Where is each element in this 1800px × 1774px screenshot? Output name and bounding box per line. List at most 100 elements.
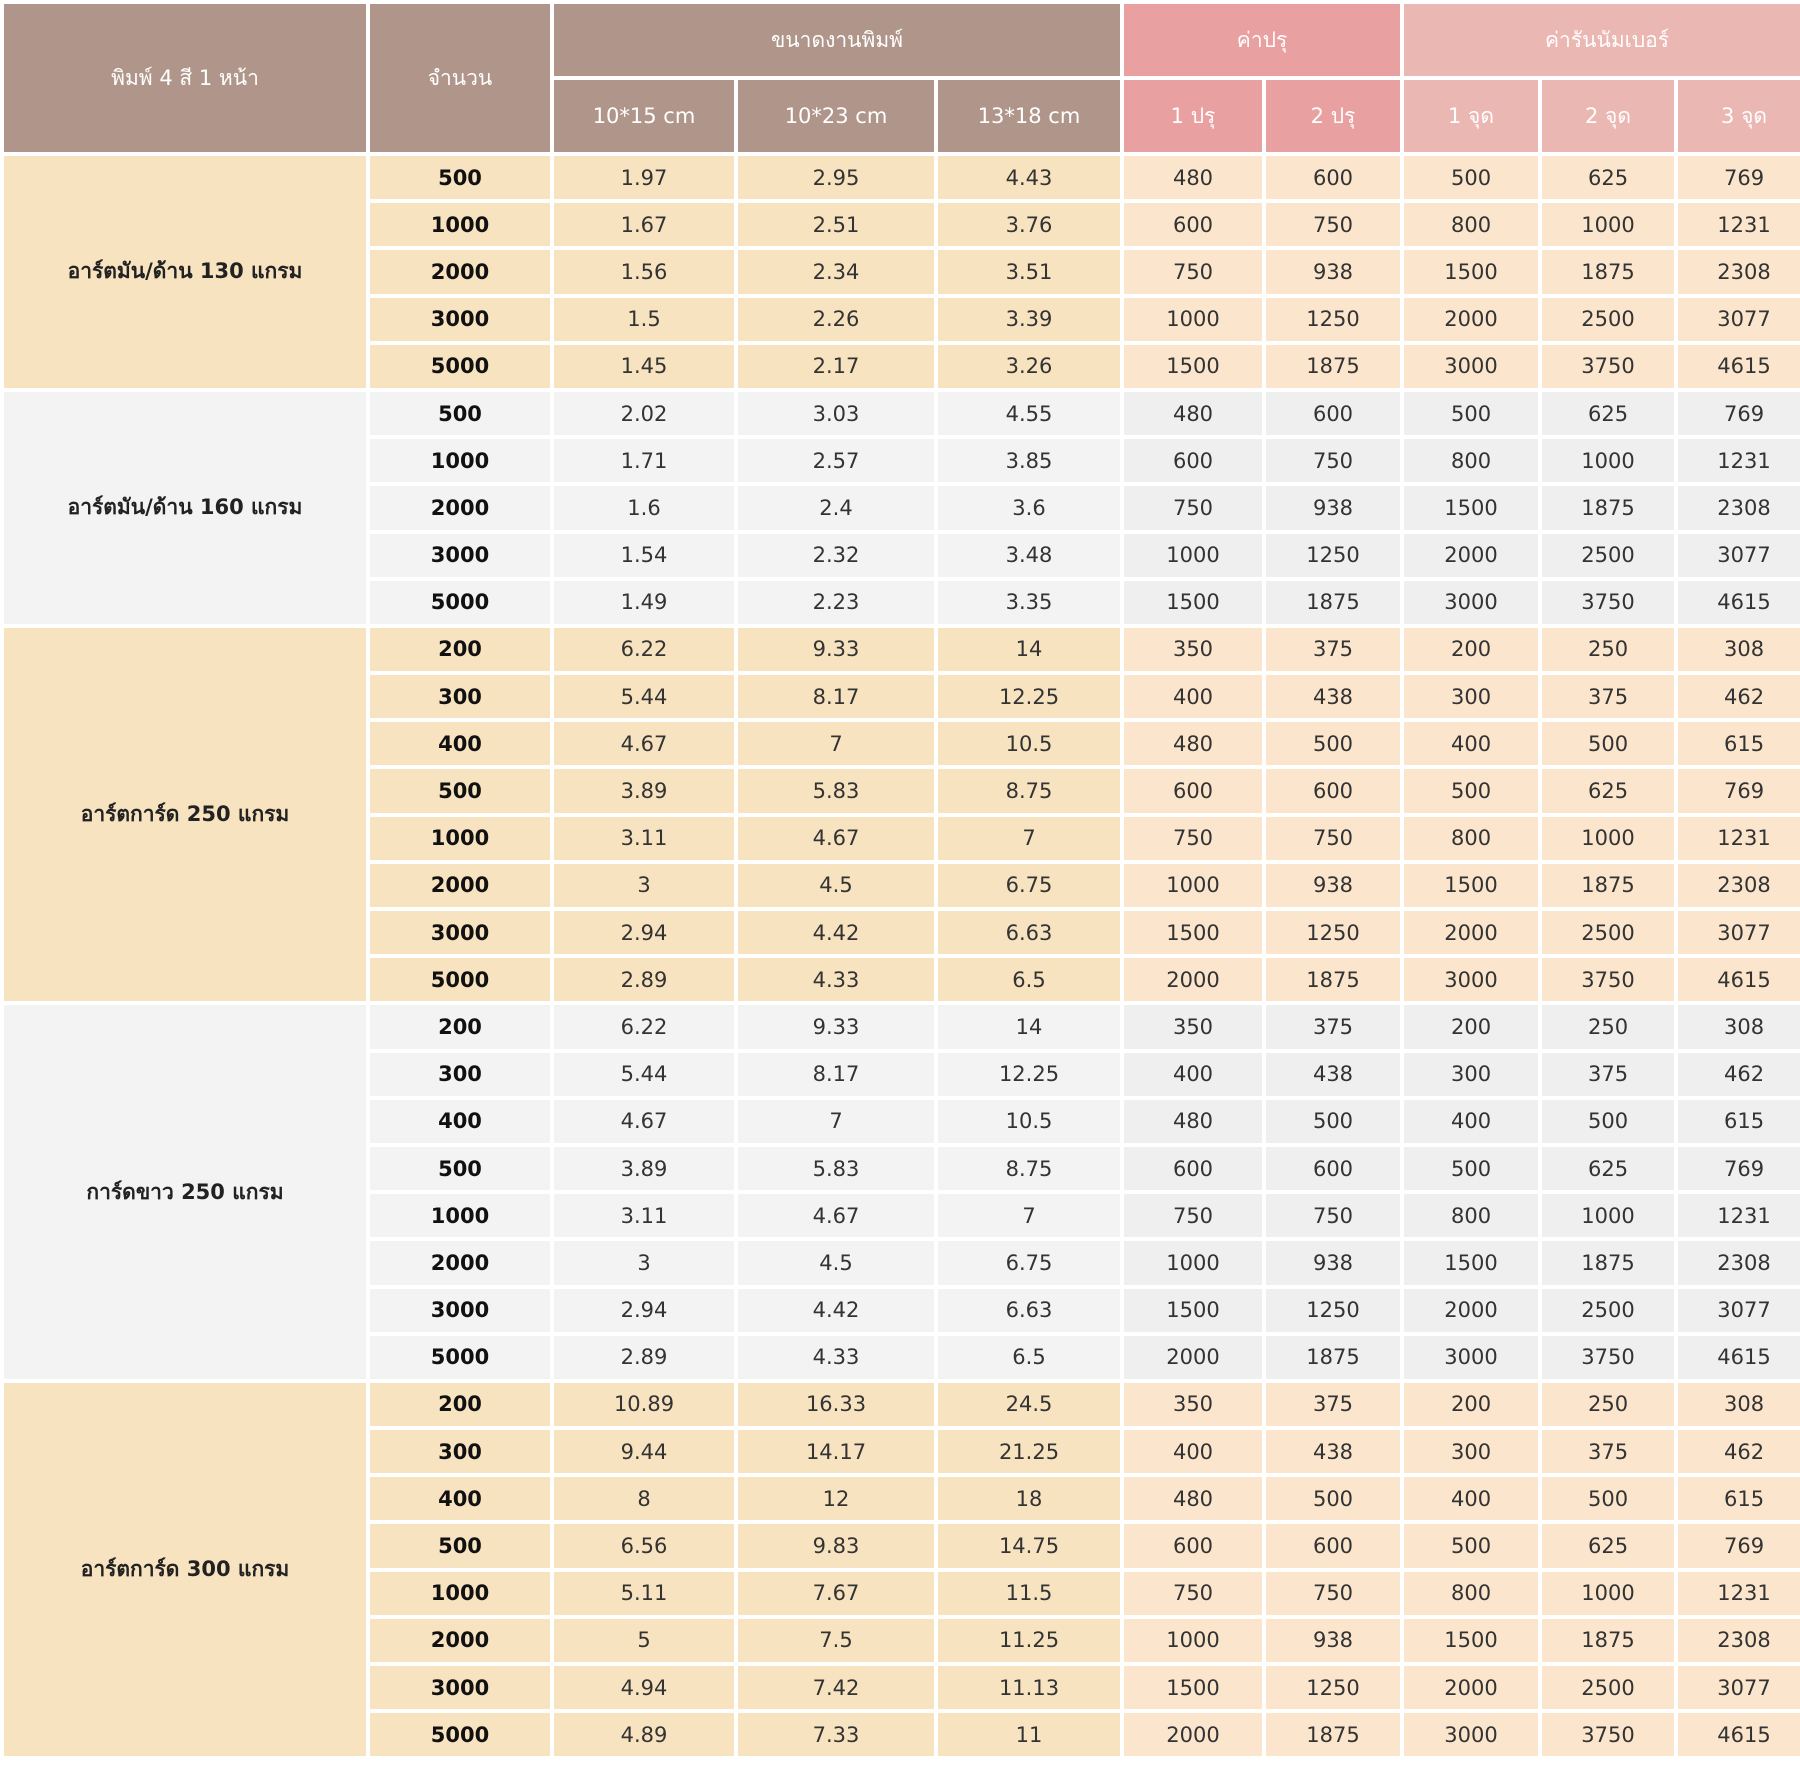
quantity-cell: 5000: [370, 580, 550, 624]
price-cell: 7: [938, 816, 1120, 860]
price-cell: 5.44: [554, 1052, 734, 1096]
price-cell: 3.85: [938, 439, 1120, 483]
price-cell: 9.83: [738, 1524, 934, 1568]
price-cell: 1000: [1542, 203, 1675, 247]
quantity-cell: 300: [370, 1430, 550, 1474]
price-cell: 10.5: [938, 1099, 1120, 1143]
quantity-cell: 500: [370, 1146, 550, 1191]
price-cell: 300: [1404, 1052, 1539, 1096]
price-cell: 250: [1542, 1005, 1675, 1049]
price-cell: 375: [1266, 1382, 1401, 1427]
price-cell: 6.75: [938, 1241, 1120, 1285]
material-name: อาร์ตมัน/ด้าน 160 แกรม: [4, 391, 366, 624]
quantity-cell: 300: [370, 675, 550, 719]
table-row: 500 3.89 5.83 8.75 600 600 500 625 769: [4, 769, 1800, 813]
price-cell: 3077: [1678, 911, 1800, 955]
price-cell: 5.83: [738, 1146, 934, 1191]
price-cell: 615: [1678, 1099, 1800, 1143]
price-cell: 9.33: [738, 627, 934, 672]
table-row: 2000 3 4.5 6.75 1000 938 1500 1875 2308: [4, 1241, 1800, 1285]
price-cell: 2000: [1404, 297, 1539, 341]
header-plate-1: 1 ปรุ: [1124, 80, 1262, 152]
price-cell: 16.33: [738, 1382, 934, 1427]
price-cell: 769: [1678, 1146, 1800, 1191]
price-cell: 6.5: [938, 958, 1120, 1002]
price-cell: 500: [1404, 391, 1539, 436]
quantity-cell: 1000: [370, 203, 550, 247]
price-cell: 800: [1404, 203, 1539, 247]
price-cell: 2500: [1542, 297, 1675, 341]
price-cell: 375: [1542, 675, 1675, 719]
header-point-1: 1 จุด: [1404, 80, 1539, 152]
price-cell: 2500: [1542, 1666, 1675, 1710]
price-cell: 750: [1266, 1194, 1401, 1238]
price-cell: 625: [1542, 769, 1675, 813]
price-cell: 1250: [1266, 911, 1401, 955]
price-cell: 1000: [1124, 533, 1262, 577]
quantity-cell: 200: [370, 1382, 550, 1427]
price-cell: 1500: [1124, 1666, 1262, 1710]
quantity-cell: 200: [370, 1005, 550, 1049]
price-cell: 3000: [1404, 1713, 1539, 1757]
price-cell: 5.44: [554, 675, 734, 719]
table-row: 300 9.44 14.17 21.25 400 438 300 375 462: [4, 1430, 1800, 1474]
quantity-cell: 1000: [370, 816, 550, 860]
quantity-cell: 300: [370, 1052, 550, 1096]
price-cell: 7: [738, 1099, 934, 1143]
price-cell: 1.6: [554, 486, 734, 530]
price-cell: 615: [1678, 1477, 1800, 1521]
price-cell: 400: [1124, 1052, 1262, 1096]
price-cell: 1875: [1266, 344, 1401, 388]
table-row: 3000 2.94 4.42 6.63 1500 1250 2000 2500 3077: [4, 911, 1800, 955]
price-cell: 2.26: [738, 297, 934, 341]
price-cell: 938: [1266, 863, 1401, 907]
price-cell: 2500: [1542, 533, 1675, 577]
price-cell: 6.22: [554, 627, 734, 672]
price-cell: 600: [1266, 391, 1401, 436]
table-row: อาร์ตมัน/ด้าน 130 แกรม 500 1.97 2.95 4.43 480…: [4, 156, 1800, 388]
price-cell: 1231: [1678, 439, 1800, 483]
price-cell: 500: [1404, 1146, 1539, 1191]
price-cell: 2000: [1404, 1288, 1539, 1332]
price-cell: 1000: [1124, 863, 1262, 907]
price-cell: 600: [1266, 1524, 1401, 1568]
quantity-cell: 1000: [370, 439, 550, 483]
quantity-cell: 3000: [370, 1288, 550, 1332]
header-plate-2: 2 ปรุ: [1266, 80, 1401, 152]
price-cell: 6.22: [554, 1005, 734, 1049]
price-cell: 375: [1542, 1052, 1675, 1096]
price-cell: 9.44: [554, 1430, 734, 1474]
price-cell: 1500: [1124, 1288, 1262, 1332]
price-cell: 500: [1542, 722, 1675, 766]
price-cell: 3.76: [938, 203, 1120, 247]
quantity-cell: 2000: [370, 486, 550, 530]
price-cell: 1500: [1124, 344, 1262, 388]
material-group: อาร์ตมัน/ด้าน 130 แกรม 500 1.97 2.95 4.43 480…: [4, 156, 1800, 388]
table-row: อาร์ตมัน/ด้าน 160 แกรม 500 2.02 3.03 4.55 480…: [4, 391, 1800, 624]
quantity-cell: 5000: [370, 1335, 550, 1379]
price-cell: 4.55: [938, 391, 1120, 436]
price-cell: 308: [1678, 1005, 1800, 1049]
quantity-cell: 400: [370, 1099, 550, 1143]
price-cell: 615: [1678, 722, 1800, 766]
price-cell: 3.11: [554, 1194, 734, 1238]
price-cell: 480: [1124, 156, 1262, 200]
price-cell: 2308: [1678, 1618, 1800, 1662]
price-cell: 1875: [1542, 1618, 1675, 1662]
price-cell: 3750: [1542, 1335, 1675, 1379]
price-cell: 3000: [1404, 344, 1539, 388]
price-cell: 2.17: [738, 344, 934, 388]
price-cell: 4.67: [738, 1194, 934, 1238]
price-cell: 2.89: [554, 1335, 734, 1379]
price-cell: 250: [1542, 627, 1675, 672]
price-cell: 2.94: [554, 911, 734, 955]
quantity-cell: 1000: [370, 1571, 550, 1615]
table-row: 2000 1.6 2.4 3.6 750 938 1500 1875 2308: [4, 486, 1800, 530]
material-name: การ์ดขาว 250 แกรม: [4, 1005, 366, 1379]
price-cell: 400: [1404, 722, 1539, 766]
table-row: 500 3.89 5.83 8.75 600 600 500 625 769: [4, 1146, 1800, 1191]
price-cell: 8.75: [938, 1146, 1120, 1191]
price-cell: 438: [1266, 1430, 1401, 1474]
price-cell: 1875: [1542, 1241, 1675, 1285]
price-cell: 3.89: [554, 769, 734, 813]
